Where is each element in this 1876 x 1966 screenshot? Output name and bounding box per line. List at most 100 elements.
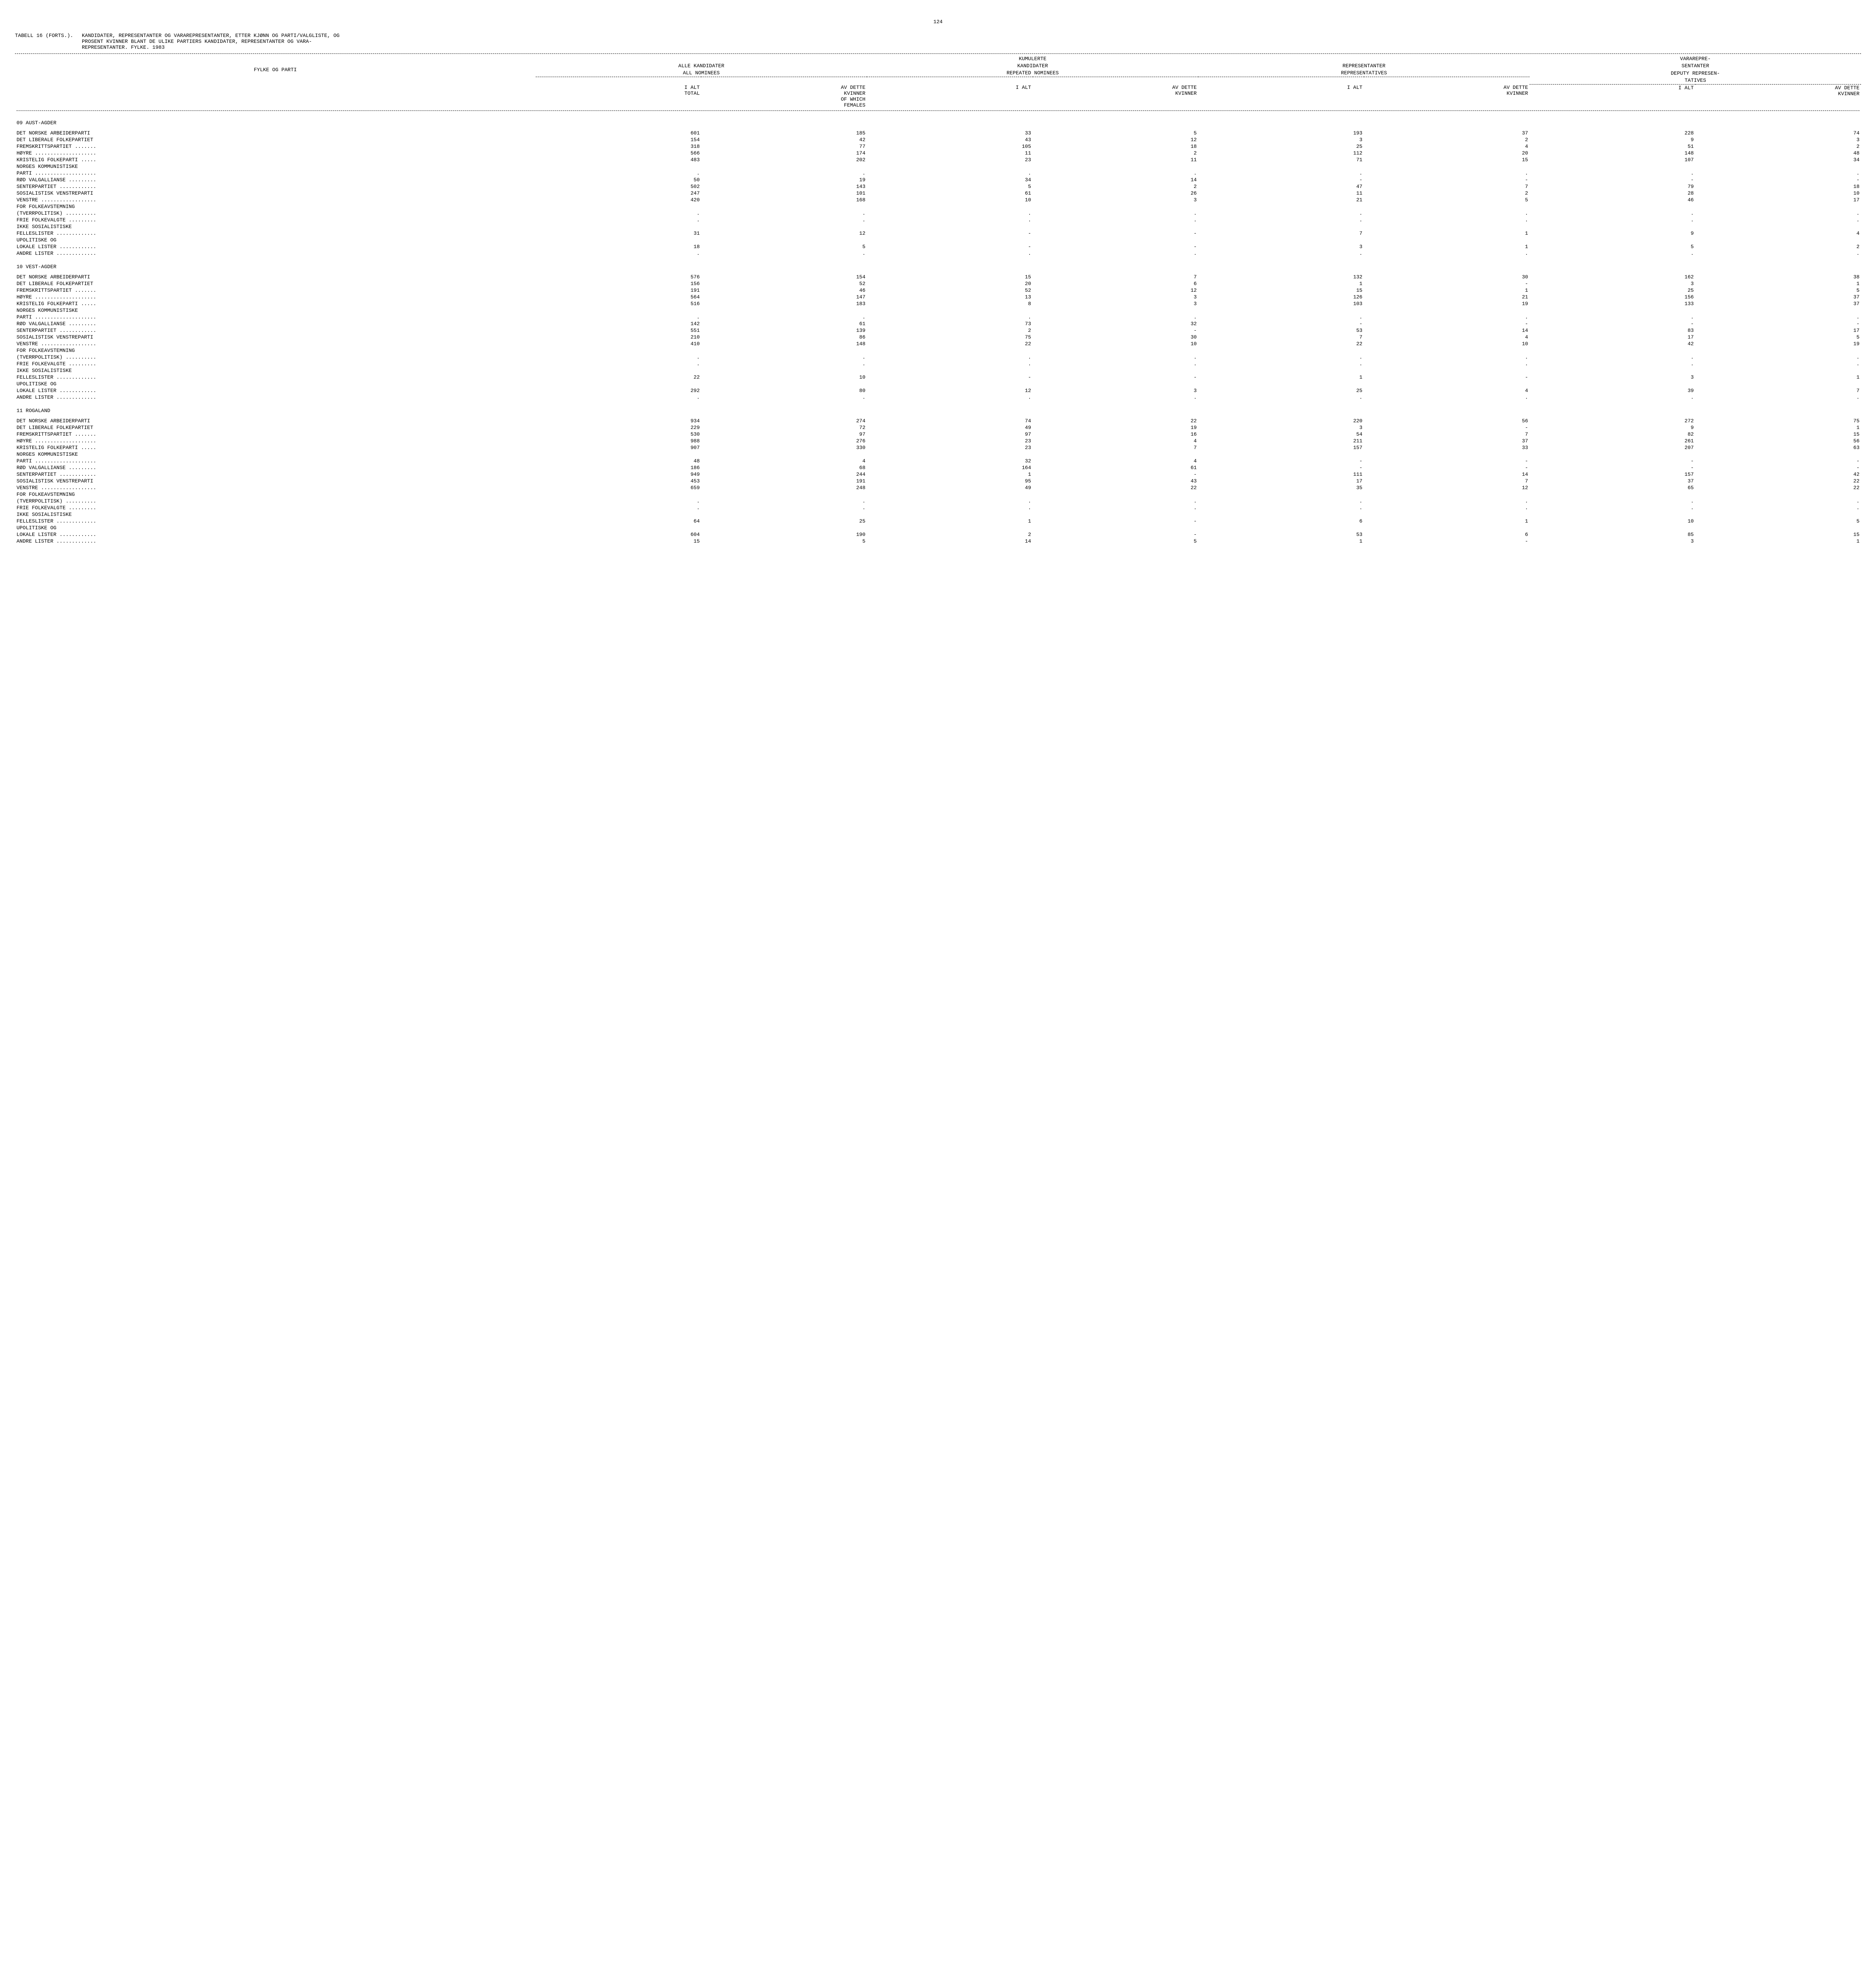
cell: - [1695,177,1861,183]
cell: 25 [701,518,867,525]
row-label: ANDRE LISTER ............. [15,250,536,257]
cell: . [867,250,1032,257]
cell: 19 [1033,424,1198,431]
cell: 37 [1695,300,1861,307]
cell: . [1695,250,1861,257]
cell: 3 [1530,280,1695,287]
cell: . [1530,354,1695,361]
cell: 247 [536,190,701,197]
cell: 157 [1198,444,1364,451]
cell: 934 [536,418,701,424]
cell [1364,367,1530,374]
cell [536,491,701,498]
row-label: UPOLITISKE OG [15,525,536,531]
cell [1695,511,1861,518]
cell: 22 [1198,341,1364,347]
cell: 186 [536,464,701,471]
row-label: PARTI .................... [15,314,536,320]
cell: 111 [1198,471,1364,478]
table-row: NORGES KOMMUNISTISKE [15,307,1861,314]
cell: 30 [1033,334,1198,341]
cell: 1 [1695,280,1861,287]
cell: - [1033,531,1198,538]
row-label: KRISTELIG FOLKEPARTI ..... [15,300,536,307]
cell: 907 [536,444,701,451]
table-row: FELLESLISTER .............3112--7194 [15,230,1861,237]
table-row: KRISTELIG FOLKEPARTI .....48320223117115… [15,156,1861,163]
row-label: (TVERRPOLITISK) .......... [15,354,536,361]
cell: 133 [1530,300,1695,307]
row-label: NORGES KOMMUNISTISKE [15,451,536,458]
cell [1033,203,1198,210]
cell: 410 [536,341,701,347]
colgroup-4-line4: TATIVES [1530,77,1861,85]
cell [1198,237,1364,243]
cell: 42 [1530,341,1695,347]
table-row: UPOLITISKE OG [15,381,1861,387]
table-row: (TVERRPOLITISK) .................. [15,498,1861,504]
cell [1364,525,1530,531]
row-label: SENTERPARTIET ............ [15,327,536,334]
cell: 82 [1530,431,1695,438]
cell: 52 [701,280,867,287]
cell [1033,367,1198,374]
cell: - [1033,471,1198,478]
row-label: SOSIALISTISK VENSTREPARTI [15,478,536,484]
cell: 190 [701,531,867,538]
row-label: DET LIBERALE FOLKEPARTIET [15,136,536,143]
cell: - [1530,464,1695,471]
cell: 551 [536,327,701,334]
cell: 274 [701,418,867,424]
cell: 12 [701,230,867,237]
table-row: DET NORSKE ARBEIDERPARTI6011853351933722… [15,130,1861,136]
cell: 34 [867,177,1032,183]
row-label: DET NORSKE ARBEIDERPARTI [15,274,536,280]
cell: 17 [1695,327,1861,334]
cell: 4 [701,458,867,464]
cell: . [1198,394,1364,401]
cell [1530,451,1695,458]
cell: . [536,314,701,320]
cell: . [701,314,867,320]
cell: - [1033,230,1198,237]
cell: 17 [1198,478,1364,484]
cell: 51 [1530,143,1695,150]
cell: 22 [1033,484,1198,491]
row-label: FOR FOLKEAVSTEMNING [15,347,536,354]
colgroup-1-line3: ALL NOMINEES [536,70,867,77]
cell: 1 [1364,518,1530,525]
table-row: FRIE FOLKEVALGTE ................. [15,504,1861,511]
cell: . [1033,170,1198,177]
cell: 7 [1033,444,1198,451]
cell: . [701,354,867,361]
cell: 23 [867,156,1032,163]
cell: 3 [1198,136,1364,143]
cell: 148 [701,341,867,347]
table-row: FOR FOLKEAVSTEMNING [15,203,1861,210]
cell: 207 [1530,444,1695,451]
cell [536,203,701,210]
cell: . [1198,504,1364,511]
table-row: FRIE FOLKEVALGTE ................. [15,361,1861,367]
cell [1033,525,1198,531]
cell: 61 [701,320,867,327]
cell: . [1198,354,1364,361]
table-row: KRISTELIG FOLKEPARTI .....90733023715733… [15,444,1861,451]
table-row: RØD VALGALLIANSE .........50193414---- [15,177,1861,183]
cell: . [536,394,701,401]
row-label: VENSTRE .................. [15,341,536,347]
cell: 33 [1364,444,1530,451]
cell: 154 [536,136,701,143]
row-label: IKKE SOSIALISTISKE [15,223,536,230]
cell: 77 [701,143,867,150]
cell [701,367,867,374]
cell: 47 [1198,183,1364,190]
cell [867,491,1032,498]
cell: 31 [536,230,701,237]
cell: 318 [536,143,701,150]
cell: . [701,210,867,217]
cell: . [1198,217,1364,223]
cell [867,237,1032,243]
cell: . [1033,250,1198,257]
cell: 5 [701,538,867,545]
